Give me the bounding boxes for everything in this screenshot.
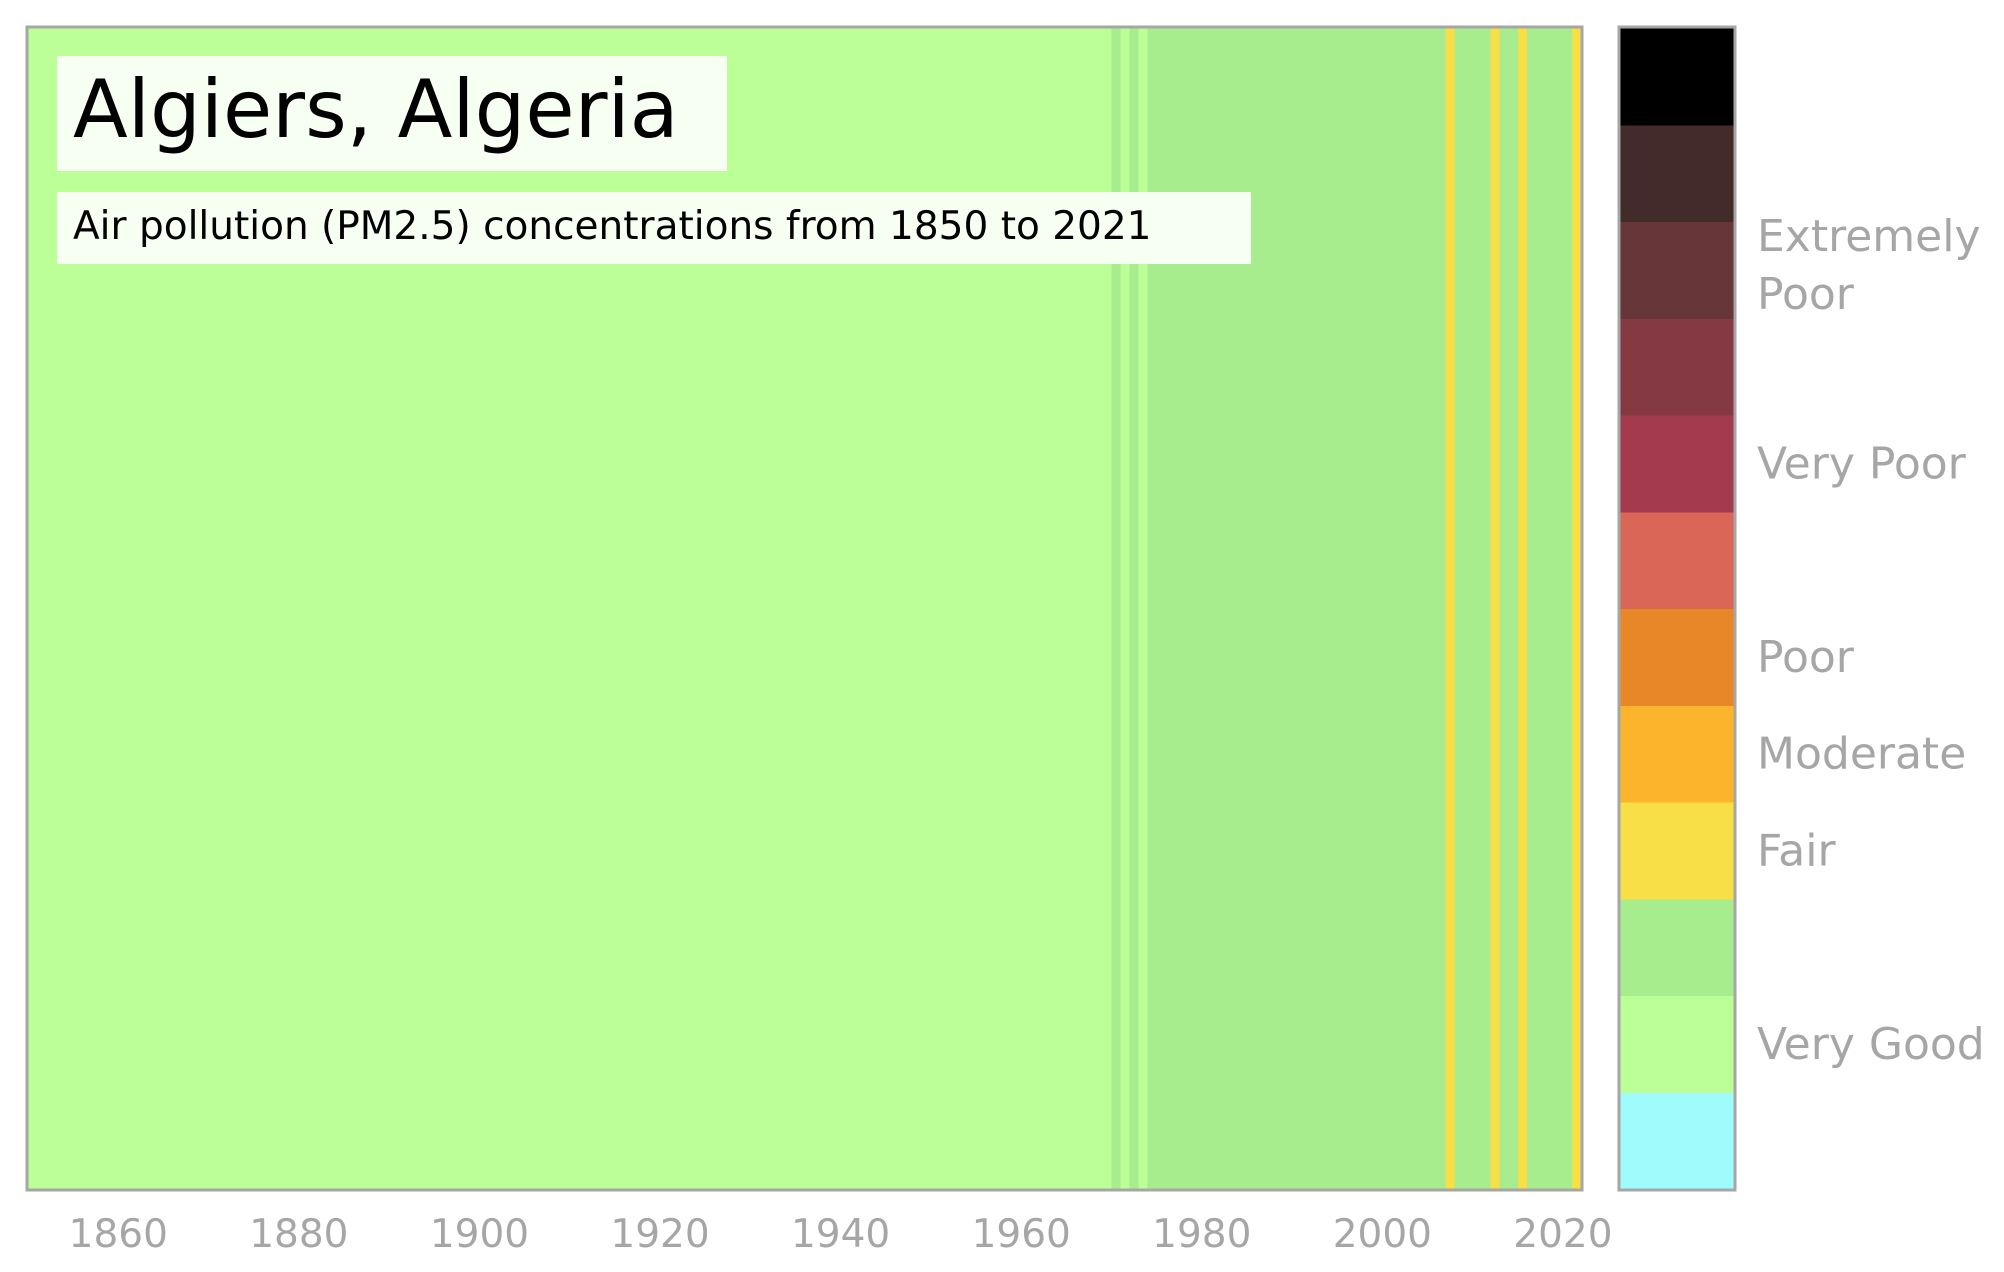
colorbar-band-8 — [1620, 318, 1734, 416]
colorbar-label-fair: Fair — [1757, 825, 1836, 876]
x-tick-label-1960: 1960 — [972, 1212, 1071, 1257]
colorbar-band-2 — [1620, 898, 1734, 996]
colorbar-labels: Very Good Fair Moderate Poor Very Poor Extrem… — [1757, 211, 1985, 1070]
x-tick-label-1980: 1980 — [1152, 1212, 1251, 1257]
colorbar-band-0 — [1620, 1092, 1734, 1190]
year-stripe-2016-2020 — [1526, 28, 1572, 1189]
chart-subtitle: Air pollution (PM2.5) concentrations fro… — [73, 204, 1152, 249]
x-tick-label-1940: 1940 — [791, 1212, 890, 1257]
colorbar-band-1 — [1620, 995, 1734, 1093]
colorbar-label-poor: Poor — [1757, 632, 1855, 683]
year-stripe-1971 — [1120, 28, 1130, 1189]
colorbar-band-4 — [1620, 705, 1734, 803]
chart-title: Algiers, Algeria — [73, 63, 679, 156]
colorbar-band-3 — [1620, 802, 1734, 900]
x-tick-label-1880: 1880 — [249, 1212, 348, 1257]
colorbar-band-6 — [1620, 511, 1734, 609]
x-tick-label-1920: 1920 — [610, 1212, 709, 1257]
subtitle-box — [57, 192, 1251, 264]
year-stripe-2008-2011 — [1454, 28, 1491, 1189]
colorbar-band-10 — [1620, 124, 1734, 222]
x-tick-label-2020: 2020 — [1513, 1212, 1612, 1257]
x-axis-ticks: 1860 1880 1900 1920 1940 1960 1980 2000 2020 — [69, 1212, 1613, 1257]
colorbar-label-extremely-poor: Extremely Poor — [1757, 211, 1980, 320]
year-stripe-1972 — [1129, 28, 1139, 1189]
x-tick-label-2000: 2000 — [1333, 1212, 1432, 1257]
year-stripe-1973 — [1138, 28, 1148, 1189]
year-stripe-2012 — [1490, 28, 1500, 1189]
plot-frame — [25, 25, 1584, 1192]
year-stripe-2007 — [1445, 28, 1455, 1189]
colorbar — [1620, 28, 1734, 1190]
year-stripe-2013-2014 — [1499, 28, 1518, 1189]
colorbar-frame — [1617, 25, 1737, 1192]
year-stripe-2015 — [1517, 28, 1527, 1189]
year-stripe-1970 — [1111, 28, 1121, 1189]
title-box — [57, 56, 727, 171]
colorbar-label-very-poor: Very Poor — [1757, 438, 1967, 489]
colorbar-band-5 — [1620, 608, 1734, 706]
x-tick-label-1900: 1900 — [430, 1212, 529, 1257]
colorbar-label-moderate: Moderate — [1757, 729, 1966, 780]
x-tick-label-1860: 1860 — [69, 1212, 168, 1257]
colorbar-label-very-good: Very Good — [1757, 1019, 1985, 1070]
colorbar-band-7 — [1620, 415, 1734, 513]
colorbar-band-11 — [1620, 28, 1734, 126]
year-stripe-2021 — [1571, 28, 1581, 1189]
colorbar-band-9 — [1620, 221, 1734, 319]
